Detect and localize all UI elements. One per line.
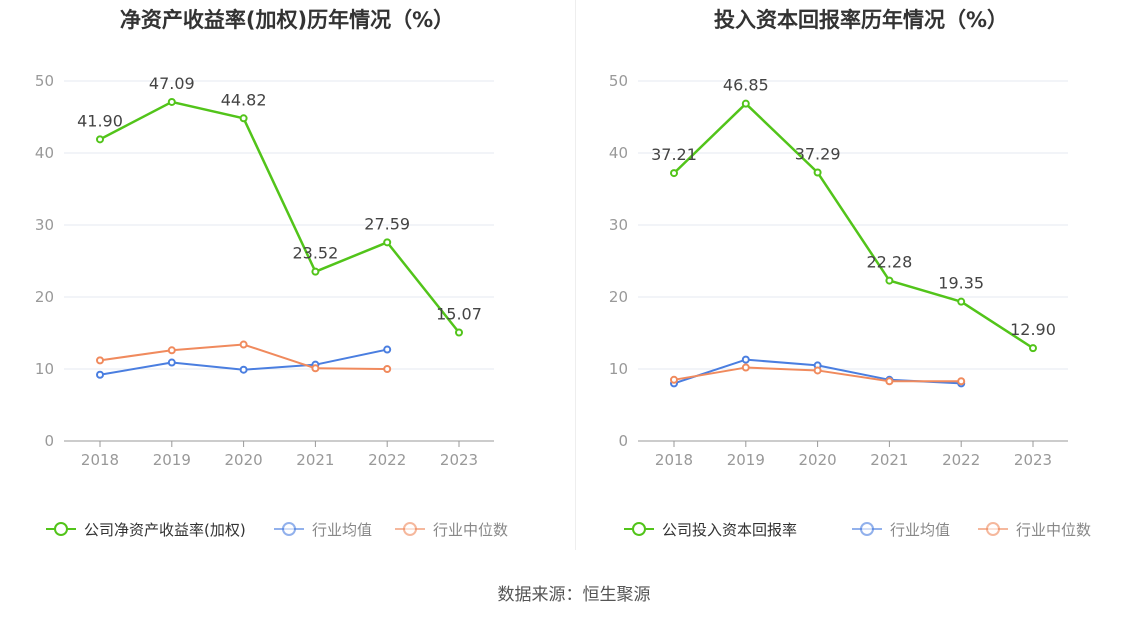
data-label: 44.82 [221,90,267,109]
y-tick-label: 20 [609,288,628,306]
legend-item: 行业中位数 [978,521,1091,539]
data-label: 47.09 [149,74,195,93]
data-point [670,375,678,384]
data-point [167,358,176,367]
data-point [96,356,104,365]
legend-item: 行业中位数 [395,521,508,539]
x-tick-label: 2018 [81,451,119,469]
data-point [383,345,392,354]
legend-item: 公司投入资本回报率 [624,521,797,539]
x-tick-label: 2019 [153,451,191,469]
y-tick-label: 0 [618,432,628,450]
data-point [167,97,176,106]
y-tick-label: 10 [609,360,628,378]
data-point [311,267,320,276]
data-label: 23.52 [292,244,338,263]
data-source-note: 数据来源：恒生聚源 [497,585,651,605]
data-point [813,366,822,375]
chart-title-right: 投入资本回报率历年情况（%） [713,8,1009,32]
data-point [383,238,392,247]
legend-label: 行业均值 [312,521,372,539]
y-tick-label: 50 [35,72,54,90]
data-point [957,377,966,386]
legend-label: 行业中位数 [1016,521,1091,539]
data-point [239,365,248,374]
y-tick-label: 10 [35,360,54,378]
x-tick-label: 2019 [727,451,765,469]
chart-right: 投入资本回报率历年情况（%） 0 10 20 30 40 50 2018 2019 2020 20… [574,0,1148,560]
legend-label: 公司净资产收益率(加权) [84,521,246,539]
data-label: 41.90 [77,111,123,130]
data-point [96,135,104,144]
chart-plot-left: 0 10 20 30 40 50 2018 2019 2020 2021 2022 2023 41.90… [35,72,508,539]
data-label: 37.21 [651,145,697,164]
x-tick-label: 2022 [942,451,980,469]
legend-item: 行业均值 [274,521,372,539]
data-label: 46.85 [723,76,769,95]
data-point [813,168,822,177]
legend-swatch-marker [282,522,296,536]
chart-title-left: 净资产收益率(加权)历年情况（%） [119,8,455,32]
data-point [455,328,463,337]
legend-label: 公司投入资本回报率 [662,521,797,539]
data-point [1029,344,1037,353]
data-point [741,99,750,108]
x-tick-label: 2023 [440,451,478,469]
data-point [167,346,176,355]
x-tick-label: 2020 [225,451,263,469]
data-point [96,370,104,379]
data-point [311,364,320,373]
x-tick-label: 2023 [1014,451,1052,469]
x-tick-label: 2021 [870,451,908,469]
data-point [239,114,248,123]
legend-label: 行业均值 [890,521,950,539]
data-point [670,169,678,178]
series-line-0 [99,100,460,334]
data-label: 22.28 [866,253,912,272]
data-label: 15.07 [436,304,482,323]
series-line-0 [673,102,1034,350]
y-tick-label: 40 [35,144,54,162]
data-label: 12.90 [1010,320,1056,339]
legend-swatch-marker [632,522,646,536]
legend-swatch-marker [986,522,1000,536]
data-label: 27.59 [364,214,410,233]
x-tick-label: 2021 [296,451,334,469]
y-tick-label: 30 [609,216,628,234]
data-point [885,377,894,386]
y-tick-label: 0 [44,432,54,450]
legend-swatch-marker [54,522,68,536]
legend-item: 行业均值 [852,521,950,539]
chart-plot-right: 0 10 20 30 40 50 2018 2019 2020 2021 2022 2023 37.21… [609,72,1091,539]
chart-left: 净资产收益率(加权)历年情况（%） 0 10 20 30 40 50 2018 2019 202… [0,0,574,560]
y-tick-label: 30 [35,216,54,234]
x-tick-label: 2018 [655,451,693,469]
data-point [383,365,392,373]
y-tick-label: 40 [609,144,628,162]
data-point [885,276,894,285]
legend-swatch-marker [860,522,874,536]
x-tick-label: 2020 [799,451,837,469]
data-point [957,297,966,306]
panel-divider [575,0,576,550]
x-tick-label: 2022 [368,451,406,469]
data-label: 19.35 [938,274,984,293]
y-tick-label: 20 [35,288,54,306]
data-point [741,355,750,364]
legend-label: 行业中位数 [433,521,508,539]
legend-item: 公司净资产收益率(加权) [46,521,246,539]
data-label: 37.29 [795,145,841,164]
data-point [239,340,248,349]
data-point [741,363,750,372]
y-tick-label: 50 [609,72,628,90]
legend-swatch-marker [403,522,417,536]
